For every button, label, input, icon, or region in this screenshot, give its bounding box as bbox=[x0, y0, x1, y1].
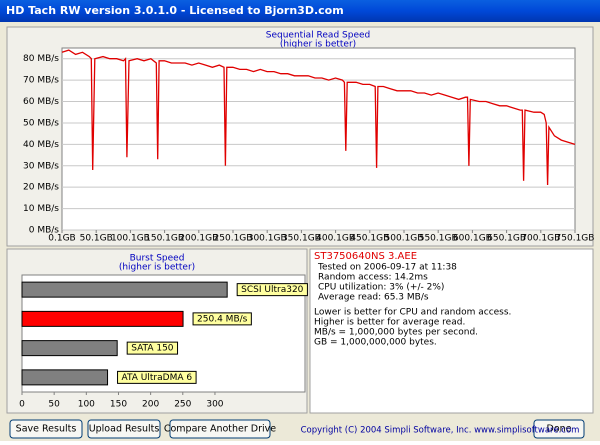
bar-label: SCSI Ultra320 bbox=[241, 285, 304, 295]
label-box bbox=[126, 341, 179, 355]
info-line: Average read: 65.3 MB/s bbox=[318, 293, 429, 303]
bar bbox=[21, 369, 109, 386]
bar bbox=[21, 340, 118, 357]
title-bar bbox=[0, 0, 600, 22]
info-line: Tested on 2006-09-17 at 11:38 bbox=[317, 263, 457, 273]
y-tick-label: 70 MB/s bbox=[23, 76, 59, 86]
x-tick-label: 0.1GB bbox=[48, 234, 75, 244]
y-tick-label: 20 MB/s bbox=[23, 183, 59, 193]
chart-title: Burst Speed bbox=[130, 254, 185, 264]
window-title: HD Tach RW version 3.0.1.0 - Licensed to… bbox=[6, 4, 344, 17]
label-box bbox=[117, 370, 197, 384]
button[interactable] bbox=[9, 419, 83, 439]
info-note: Lower is better for CPU and random acces… bbox=[314, 308, 511, 318]
drive-name: ST3750640NS 3.AEE bbox=[314, 251, 417, 262]
info-line: CPU utilization: 3% (+/- 2%) bbox=[318, 283, 444, 293]
x-tick-label: 50 bbox=[48, 400, 60, 410]
x-tick-label: 650.1GB bbox=[487, 234, 526, 244]
chart-subtitle: (higher is better) bbox=[280, 40, 356, 50]
y-tick-label: 80 MB/s bbox=[23, 54, 59, 64]
info-panel bbox=[309, 248, 594, 414]
x-tick-label: 750.1GB bbox=[556, 234, 595, 244]
y-tick-label: 50 MB/s bbox=[23, 118, 59, 128]
y-tick-label: 40 MB/s bbox=[23, 140, 59, 150]
x-tick-label: 450.1GB bbox=[350, 234, 389, 244]
button[interactable] bbox=[87, 419, 161, 439]
x-tick-label: 200 bbox=[142, 400, 159, 410]
info-line: Random access: 14.2ms bbox=[318, 273, 428, 283]
y-tick-label: 30 MB/s bbox=[23, 161, 59, 171]
x-tick-label: 400.1GB bbox=[316, 234, 355, 244]
x-tick-label: 100.1GB bbox=[111, 234, 150, 244]
bar bbox=[21, 310, 184, 327]
bar-label: SATA 150 bbox=[131, 344, 174, 354]
x-tick-label: 550.1GB bbox=[419, 234, 458, 244]
label-box bbox=[236, 283, 308, 297]
x-tick-label: 250.1GB bbox=[214, 234, 253, 244]
x-tick-label: 100 bbox=[78, 400, 95, 410]
x-tick-label: 700.1GB bbox=[521, 234, 560, 244]
x-tick-label: 50.1GB bbox=[80, 234, 113, 244]
button-label[interactable]: Save Results bbox=[16, 424, 77, 435]
x-tick-label: 300.1GB bbox=[248, 234, 287, 244]
y-tick-label: 0 MB/s bbox=[29, 226, 60, 236]
x-tick-label: 0 bbox=[19, 400, 25, 410]
button[interactable] bbox=[533, 419, 585, 439]
chart-subtitle: (higher is better) bbox=[119, 263, 195, 273]
button-label[interactable]: Done bbox=[547, 424, 572, 435]
y-tick-label: 10 MB/s bbox=[23, 204, 59, 214]
x-tick-label: 600.1GB bbox=[453, 234, 492, 244]
bar-label: 250.4 MB/s bbox=[197, 314, 248, 324]
button-label[interactable]: Upload Results bbox=[89, 424, 160, 435]
info-note: GB = 1,000,000,000 bytes. bbox=[314, 338, 437, 348]
x-tick-label: 250 bbox=[174, 400, 191, 410]
label-box bbox=[192, 312, 252, 326]
x-tick-label: 150.1GB bbox=[145, 234, 184, 244]
bar bbox=[21, 281, 228, 298]
x-tick-label: 350.1GB bbox=[282, 234, 321, 244]
button-label[interactable]: Compare Another Drive bbox=[164, 424, 276, 435]
button[interactable] bbox=[169, 419, 271, 439]
y-tick-label: 60 MB/s bbox=[23, 97, 59, 107]
x-tick-label: 300 bbox=[206, 400, 223, 410]
x-tick-label: 150 bbox=[110, 400, 127, 410]
chart-title: Sequential Read Speed bbox=[266, 31, 371, 41]
read-line bbox=[61, 49, 576, 186]
info-note: MB/s = 1,000,000 bytes per second. bbox=[314, 328, 478, 338]
footer: Copyright (C) 2004 Simpli Software, Inc.… bbox=[301, 426, 580, 436]
bar-label: ATA UltraDMA 6 bbox=[122, 373, 193, 383]
x-tick-label: 500.1GB bbox=[385, 234, 424, 244]
info-note: Higher is better for average read. bbox=[314, 318, 465, 328]
plot-area bbox=[61, 47, 576, 231]
x-tick-label: 200.1GB bbox=[179, 234, 218, 244]
